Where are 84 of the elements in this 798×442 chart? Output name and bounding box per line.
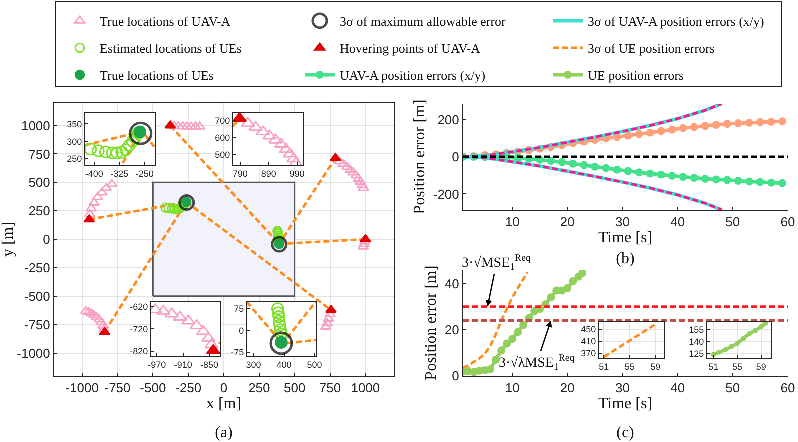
y-tick-label: 250 — [28, 204, 50, 219]
x-axis-title: Time [s] — [598, 396, 653, 413]
x-tick-label: 300 — [246, 360, 262, 370]
x-axis-title: x [m] — [206, 396, 242, 413]
text: (c) — [616, 424, 634, 442]
y-tick-label: 40 — [444, 276, 460, 292]
y-tick-label: -750 — [24, 317, 50, 332]
y-tick-label: 300 — [67, 136, 82, 147]
x-tick-label: 59 — [756, 362, 766, 372]
y-tick-label: -250 — [24, 260, 50, 276]
x-tick-label: 55 — [624, 362, 635, 372]
x-tick-label: 51 — [599, 362, 610, 372]
y-axis-title: Position error [m] — [422, 266, 440, 380]
y-tick-label: 125 — [689, 349, 704, 360]
x-tick-label: 890 — [261, 168, 276, 179]
x-tick-label: 60 — [780, 380, 796, 396]
x-tick-label: 500 — [307, 360, 322, 370]
x-tick-label: -910 — [174, 360, 192, 370]
legend-label: UE position errors — [588, 68, 684, 84]
y-tick-label: 250 — [67, 154, 82, 164]
x-tick-label: 59 — [650, 362, 661, 372]
x-tick-label: -400 — [85, 168, 104, 179]
legend-label: Estimated locations of UEs — [100, 41, 242, 56]
y-tick-label: 1000 — [21, 118, 50, 134]
y-tick-label: -620 — [130, 302, 148, 312]
x-tick-label: 250 — [248, 380, 270, 396]
legend-label: 3σ of UAV-A position errors (x/y) — [588, 14, 764, 30]
y-tick-label: 350 — [67, 119, 82, 130]
x-tick-label: 20 — [560, 214, 575, 230]
x-tick-label: -970 — [148, 360, 166, 370]
y-tick-label: 370 — [581, 348, 596, 359]
y-tick-label: 500 — [215, 150, 230, 160]
y-tick-label: 20 — [444, 322, 460, 338]
x-tick-label: 40 — [670, 214, 686, 230]
legend-label: Hovering points of UAV-A — [340, 41, 482, 56]
text: (a) — [215, 424, 233, 442]
legend-label: 3σ of maximum allowable error — [340, 14, 507, 30]
y-tick-label: 0 — [43, 232, 50, 248]
x-tick-label: 20 — [560, 380, 575, 396]
y-tick-label: 155 — [689, 325, 704, 336]
x-tick-label: 51 — [708, 362, 719, 372]
x-tick-label: -500 — [140, 380, 166, 396]
y-tick-label: -500 — [24, 288, 50, 304]
x-tick-label: 1000 — [351, 380, 380, 396]
y-tick-label: 450 — [581, 324, 596, 335]
y-tick-label: 410 — [581, 336, 596, 347]
y-tick-label: 600 — [215, 133, 230, 144]
x-tick-label: 10 — [505, 214, 520, 230]
legend-label: 3σ of UE position errors — [588, 41, 715, 56]
text: (b) — [616, 250, 635, 268]
x-tick-label: 10 — [505, 380, 520, 396]
x-tick-label: 400 — [276, 360, 292, 370]
x-tick-label: -750 — [104, 380, 131, 396]
y-tick-label: 200 — [438, 112, 460, 128]
y-tick-label: -720 — [130, 324, 148, 334]
x-tick-label: 990 — [290, 168, 305, 179]
x-tick-label: 30 — [616, 380, 630, 396]
x-axis-title: Time [s] — [598, 230, 653, 247]
y-axis-title: y [m] — [0, 222, 17, 258]
x-tick-label: 60 — [780, 214, 796, 230]
y-tick-label: -820 — [130, 346, 148, 356]
y-tick-label: 75 — [234, 304, 244, 314]
x-tick-label: 50 — [726, 214, 740, 230]
legend-label: True locations of UEs — [100, 68, 214, 84]
x-tick-label: 40 — [670, 380, 686, 396]
y-tick-label: -200 — [433, 186, 460, 202]
x-tick-label: 500 — [284, 380, 306, 396]
y-tick-label: 0 — [239, 326, 244, 336]
y-tick-label: 140 — [689, 337, 704, 348]
x-tick-label: 790 — [232, 168, 248, 179]
x-tick-label: 55 — [732, 362, 743, 372]
legend-label: UAV-A position errors (x/y) — [340, 68, 486, 84]
x-tick-label: -850 — [200, 360, 219, 370]
y-axis-title: Position error [m] — [411, 100, 428, 214]
y-tick-label: 700 — [215, 116, 230, 126]
x-tick-label: -325 — [110, 168, 129, 179]
x-tick-label: -250 — [176, 380, 202, 396]
y-tick-label: 0 — [452, 150, 460, 165]
legend-label: True locations of UAV-A — [100, 14, 232, 30]
y-tick-label: 750 — [28, 146, 50, 162]
x-tick-label: 30 — [616, 214, 630, 230]
y-tick-label: -75 — [231, 348, 244, 358]
x-tick-label: 750 — [319, 380, 342, 396]
x-tick-label: 50 — [726, 380, 740, 396]
